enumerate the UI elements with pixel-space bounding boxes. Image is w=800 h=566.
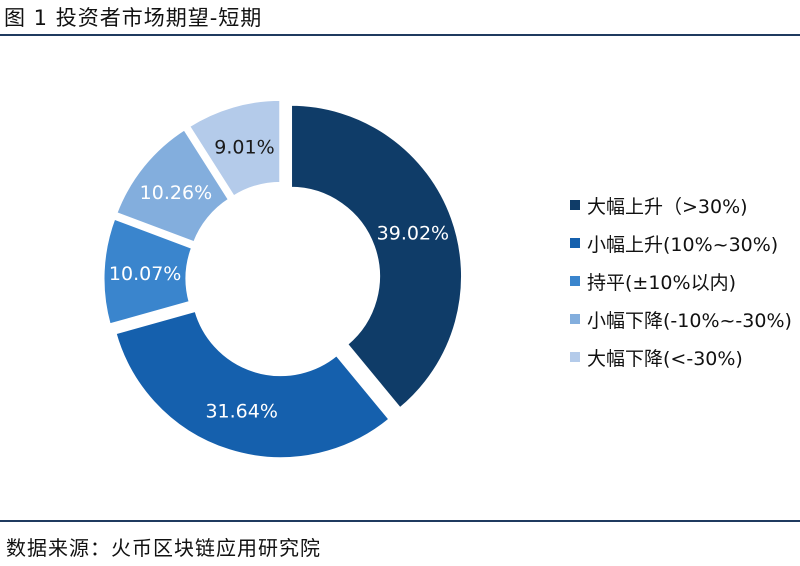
legend-swatch: [570, 276, 580, 286]
slice-value-label: 10.26%: [140, 182, 212, 204]
donut-slice: [113, 126, 232, 245]
slice-value-label: 31.64%: [205, 401, 277, 423]
legend-swatch: [570, 314, 580, 324]
slice-value-label: 10.07%: [109, 263, 181, 285]
donut-labels: 39.02% 31.64% 10.07% 10.26% 9.01%: [109, 136, 449, 422]
legend-label: 小幅上升(10%~30%): [587, 233, 779, 256]
donut-chart: 39.02% 31.64% 10.07% 10.26% 9.01%: [101, 97, 465, 461]
data-source: 数据来源：火币区块链应用研究院: [6, 536, 321, 560]
chart-title: 图 1 投资者市场期望-短期: [4, 6, 263, 30]
legend-swatch: [570, 200, 580, 210]
bottom-divider: [0, 520, 800, 522]
legend-swatch: [570, 352, 580, 362]
top-divider: [0, 34, 800, 36]
donut-slice: [113, 308, 393, 461]
chart-legend: 大幅上升（>30%) 小幅上升(10%~30%) 持平(±10%以内) 小幅下降(-1…: [570, 186, 792, 376]
legend-item: 小幅下降(-10%~-30%): [570, 300, 792, 338]
donut-slice: [186, 97, 283, 200]
legend-label: 持平(±10%以内): [587, 271, 736, 294]
slice-value-label: 9.01%: [214, 136, 274, 158]
legend-item: 持平(±10%以内): [570, 262, 792, 300]
legend-label: 大幅上升（>30%): [587, 195, 748, 218]
donut-slices: [101, 97, 465, 461]
legend-item: 大幅下降(<-30%): [570, 338, 792, 376]
legend-item: 大幅上升（>30%): [570, 186, 792, 224]
donut-slice: [101, 216, 195, 327]
legend-swatch: [570, 238, 580, 248]
slice-value-label: 39.02%: [377, 222, 449, 244]
legend-label: 大幅下降(<-30%): [587, 347, 743, 370]
donut-slice: [289, 102, 465, 412]
legend-label: 小幅下降(-10%~-30%): [587, 309, 792, 332]
legend-item: 小幅上升(10%~30%): [570, 224, 792, 262]
